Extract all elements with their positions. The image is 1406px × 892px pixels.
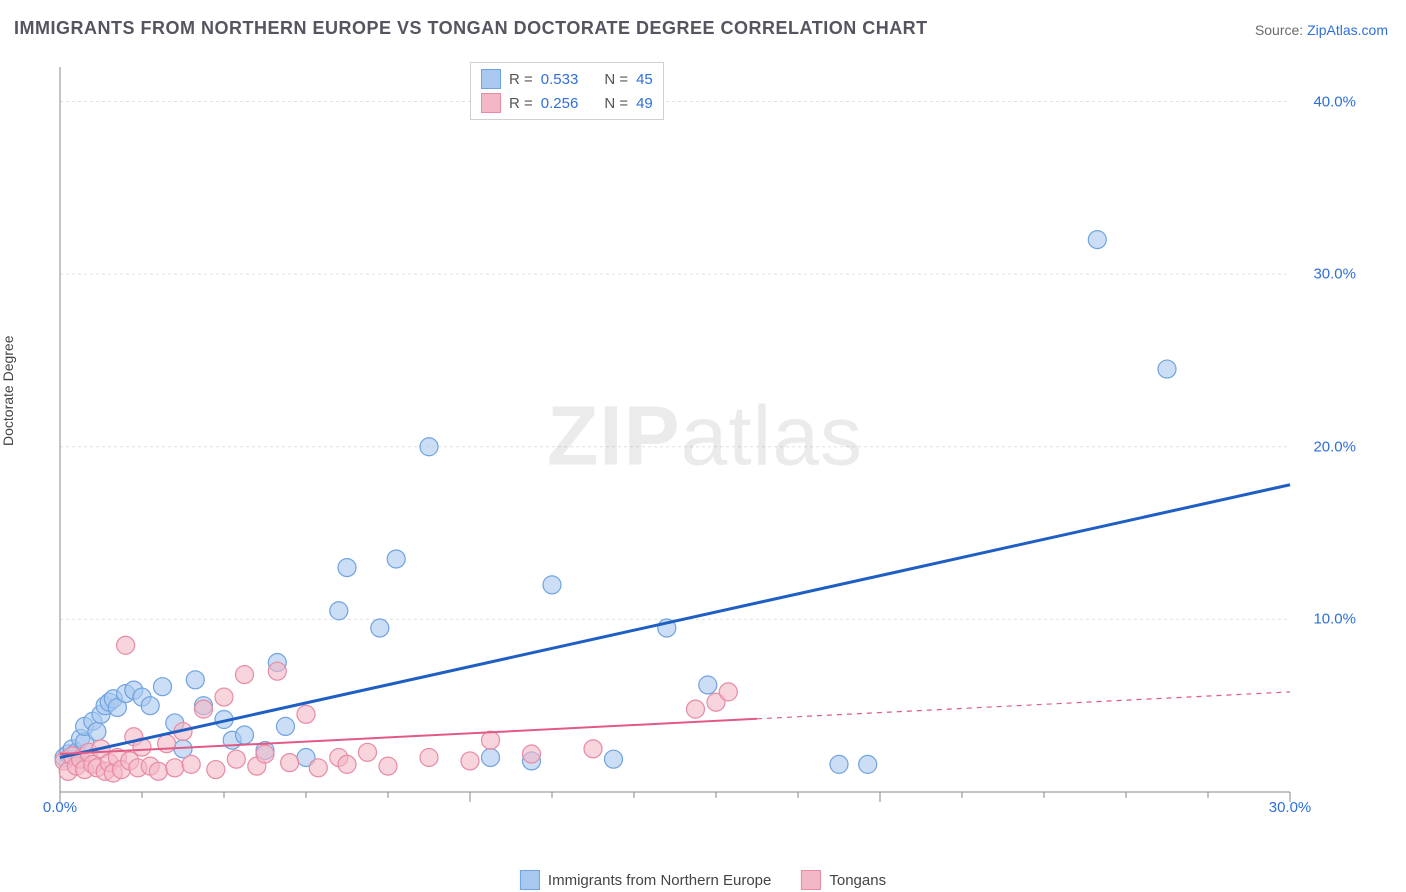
source-label: Source: — [1255, 22, 1303, 38]
legend-swatch — [481, 93, 501, 113]
n-label: N = — [604, 95, 628, 112]
chart-title: IMMIGRANTS FROM NORTHERN EUROPE VS TONGA… — [14, 18, 928, 39]
legend-stats: R = 0.533 N = 45 R = 0.256 N = 49 — [470, 62, 664, 120]
scatter-plot-svg — [50, 62, 1360, 842]
y-tick-label: 40.0% — [1313, 93, 1356, 110]
r-label: R = — [509, 71, 533, 88]
source-attribution: Source: ZipAtlas.com — [1255, 22, 1388, 38]
n-label: N = — [604, 71, 628, 88]
y-tick-label: 10.0% — [1313, 611, 1356, 628]
plot-area: ZIPatlas R =0.533N =45R =0.256N =49 10.0… — [50, 62, 1360, 842]
legend-swatch — [481, 69, 501, 89]
legend-series: Immigrants from Northern Europe Tongans — [520, 870, 886, 890]
legend-series-item: Immigrants from Northern Europe — [520, 870, 771, 890]
n-value: 49 — [636, 95, 653, 112]
chart-container: IMMIGRANTS FROM NORTHERN EUROPE VS TONGA… — [0, 0, 1406, 892]
y-tick-label: 30.0% — [1313, 266, 1356, 283]
x-tick-label: 30.0% — [1269, 799, 1312, 816]
legend-series-label: Immigrants from Northern Europe — [548, 872, 771, 889]
r-value: 0.256 — [541, 95, 579, 112]
legend-stat-row: R = 0.256 N = 49 — [481, 91, 653, 115]
legend-series-label: Tongans — [829, 872, 886, 889]
legend-series-item: Tongans — [801, 870, 886, 890]
legend-swatch — [520, 870, 540, 890]
y-axis-label: Doctorate Degree — [0, 335, 16, 446]
r-value: 0.533 — [541, 71, 579, 88]
y-tick-label: 20.0% — [1313, 438, 1356, 455]
x-tick-label: 0.0% — [43, 799, 77, 816]
n-value: 45 — [636, 71, 653, 88]
source-link[interactable]: ZipAtlas.com — [1307, 22, 1388, 38]
legend-swatch — [801, 870, 821, 890]
legend-stat-row: R = 0.533 N = 45 — [481, 67, 653, 91]
r-label: R = — [509, 95, 533, 112]
